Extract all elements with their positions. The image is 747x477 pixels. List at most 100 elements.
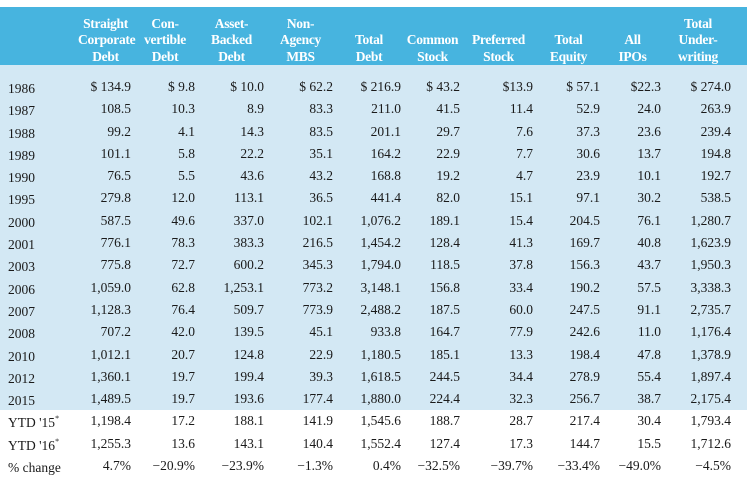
column-header-line: Stock	[417, 48, 448, 64]
table-cell: 45.1	[309, 324, 333, 340]
table-cell: 587.5	[100, 212, 131, 228]
table-cell: 76.1	[637, 212, 661, 228]
column-header-line: Under-	[678, 32, 718, 47]
table-row: 2001 776.1 78.3 383.3 216.5 1,454.2 128.4 41.3 1…	[0, 232, 747, 254]
table-cell: 538.5	[700, 190, 731, 206]
table-cell: $ 10.0	[230, 79, 264, 94]
table-cell: 1,623.9	[690, 235, 732, 251]
table-cell: $ 216.9	[360, 79, 402, 94]
column-header-line: Debt	[355, 48, 383, 64]
table-cell: 773.2	[302, 279, 333, 295]
table-cell: 156.8	[429, 279, 460, 295]
table-cell: 33.4	[509, 279, 533, 295]
row-label: 2012	[0, 366, 78, 388]
table-cell: 124.8	[233, 346, 264, 362]
row-label: 2001	[0, 232, 78, 254]
table-cell: 217.4	[569, 413, 600, 429]
table-cell: 0.4%	[372, 458, 401, 474]
table-cell: 190.2	[569, 279, 600, 295]
table-cell: 60.0	[509, 301, 533, 317]
table-cell: 5.5	[178, 168, 195, 184]
table-cell: 24.0	[637, 101, 661, 117]
table-cell: 19.7	[171, 391, 195, 407]
table-cell: 12.0	[171, 190, 195, 206]
column-header: Preferred Stock	[462, 7, 535, 68]
column-header-line: Agency	[280, 32, 321, 47]
table-cell: 1,253.1	[223, 279, 265, 295]
table-cell: −23.9%	[221, 458, 264, 474]
column-header-line	[0, 49, 78, 66]
table-cell: 82.0	[436, 190, 460, 206]
table-row: 1995 279.8 12.0 113.1 36.5 441.4 82.0 15.1 97.1 3…	[0, 187, 747, 209]
table-cell: 441.4	[370, 190, 401, 206]
table-cell: 141.9	[302, 413, 333, 429]
table-cell: 37.8	[509, 257, 533, 273]
table-row: 2007 1,128.3 76.4 509.7 773.9 2,488.2 187.5 60.…	[0, 299, 747, 321]
table-background	[0, 7, 747, 410]
table-cell: 91.1	[637, 301, 661, 317]
table-cell: 247.5	[569, 301, 600, 317]
table-cell: 10.3	[171, 101, 195, 117]
table-cell: 144.7	[569, 435, 600, 451]
table-cell: 773.9	[302, 301, 333, 317]
column-header-line: vertible	[144, 32, 186, 47]
table-cell: 15.5	[637, 435, 661, 451]
row-label: YTD '16*	[0, 433, 78, 455]
row-label-text: 2006	[8, 281, 35, 297]
table-cell: 41.5	[436, 101, 460, 117]
table-cell: 76.4	[171, 301, 195, 317]
table-cell: 19.2	[436, 168, 460, 184]
row-spacer	[733, 321, 747, 343]
underwriting-table: Straight Corporate Debt Con-vertible Debt Ass…	[0, 7, 747, 477]
row-spacer	[733, 344, 747, 366]
row-spacer	[733, 187, 747, 209]
table-cell: 43.2	[309, 168, 333, 184]
table-cell: 43.7	[637, 257, 661, 273]
table-cell: $ 134.9	[90, 79, 132, 94]
table-cell: $ 274.0	[690, 79, 732, 94]
table-cell: −49.0%	[618, 458, 661, 474]
column-header-line: Total	[683, 15, 712, 31]
table-cell: 83.3	[309, 101, 333, 117]
table-cell: 22.9	[436, 145, 460, 161]
table-cell: 1,076.2	[360, 212, 402, 228]
row-label-text: 1989	[8, 147, 35, 163]
header-row: Straight Corporate Debt Con-vertible Debt Ass…	[0, 7, 747, 68]
table-cell: 1,012.1	[90, 346, 132, 362]
table-cell: 140.4	[302, 435, 333, 451]
column-header-line	[535, 16, 602, 33]
table-cell: −1.3%	[297, 458, 333, 474]
table-cell: 1,360.1	[90, 368, 132, 384]
row-label-text: 1986	[8, 81, 35, 96]
table-cell: 1,552.4	[360, 435, 402, 451]
table-cell: 11.4	[509, 101, 533, 117]
column-header	[0, 7, 78, 68]
row-spacer	[733, 68, 747, 98]
column-header-line: Asset-	[214, 15, 249, 31]
row-label: 1986	[0, 68, 78, 98]
table-row: 1990 76.5 5.5 43.6 43.2 168.8 19.2 4.7 23.9 10.1 1…	[0, 165, 747, 187]
column-header-line: writing	[678, 48, 718, 64]
table-row: 1989 101.1 5.8 22.2 35.1 164.2 22.9 7.7 30.6 13.7…	[0, 143, 747, 165]
table-cell: 52.9	[576, 101, 600, 117]
row-label: YTD '15*	[0, 410, 78, 432]
table-cell: 13.7	[637, 145, 661, 161]
table-cell: 29.7	[436, 123, 460, 139]
table-cell: 143.1	[233, 435, 264, 451]
row-spacer	[733, 455, 747, 477]
table-cell: 5.8	[178, 145, 195, 161]
table-cell: 97.1	[576, 190, 600, 206]
table-cell: 187.5	[429, 301, 460, 317]
table-cell: 118.5	[430, 257, 460, 273]
row-label-text: 2015	[8, 393, 35, 409]
table-cell: 1,378.9	[690, 346, 732, 362]
table-cell: 139.5	[233, 324, 264, 340]
column-header: Total Debt	[335, 7, 403, 68]
table-cell: 10.1	[637, 168, 661, 184]
table-cell: 4.7%	[102, 458, 131, 474]
table-cell: 242.6	[569, 324, 600, 340]
column-header-line: Con-	[151, 15, 179, 31]
table-cell: 102.1	[302, 212, 333, 228]
table-cell: 101.1	[100, 145, 131, 161]
column-header-line: Total	[554, 32, 583, 47]
